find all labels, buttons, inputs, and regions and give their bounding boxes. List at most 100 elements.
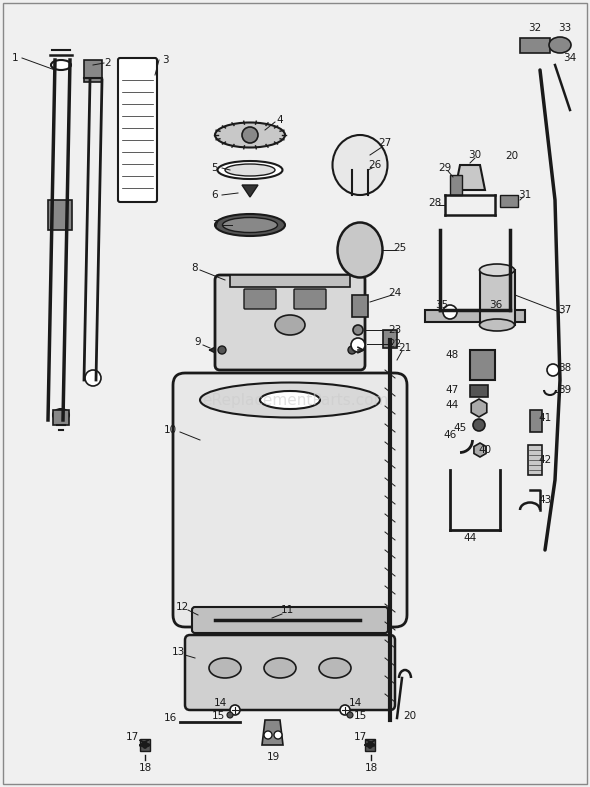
Bar bbox=[352, 295, 368, 317]
Text: 34: 34 bbox=[563, 53, 576, 63]
Text: 18: 18 bbox=[365, 763, 378, 773]
Circle shape bbox=[242, 127, 258, 143]
Text: 12: 12 bbox=[175, 602, 189, 612]
Circle shape bbox=[351, 338, 365, 352]
Bar bbox=[84, 60, 102, 82]
Ellipse shape bbox=[53, 409, 69, 421]
Text: 9: 9 bbox=[195, 337, 201, 347]
Ellipse shape bbox=[333, 135, 388, 195]
Ellipse shape bbox=[222, 217, 277, 232]
Text: 17: 17 bbox=[353, 732, 366, 742]
Text: 40: 40 bbox=[478, 445, 491, 455]
Ellipse shape bbox=[319, 658, 351, 678]
Text: 27: 27 bbox=[378, 138, 392, 148]
Bar bbox=[53, 410, 69, 425]
Text: 39: 39 bbox=[558, 385, 572, 395]
Bar bbox=[425, 310, 525, 322]
Text: 21: 21 bbox=[398, 343, 412, 353]
Ellipse shape bbox=[218, 161, 283, 179]
Text: 8: 8 bbox=[192, 263, 198, 273]
Bar bbox=[470, 350, 495, 380]
Circle shape bbox=[227, 712, 233, 718]
Ellipse shape bbox=[215, 123, 285, 147]
Bar bbox=[520, 38, 550, 53]
Ellipse shape bbox=[275, 315, 305, 335]
Bar bbox=[470, 385, 488, 397]
Circle shape bbox=[547, 364, 559, 376]
Ellipse shape bbox=[209, 658, 241, 678]
Text: 14: 14 bbox=[214, 698, 227, 708]
Text: 10: 10 bbox=[163, 425, 176, 435]
Text: 15: 15 bbox=[353, 711, 366, 721]
Text: 22: 22 bbox=[388, 339, 402, 349]
Text: 31: 31 bbox=[519, 190, 532, 200]
Circle shape bbox=[348, 346, 356, 354]
Circle shape bbox=[85, 370, 101, 386]
Text: 30: 30 bbox=[468, 150, 481, 160]
Text: 4: 4 bbox=[277, 115, 283, 125]
Text: 36: 36 bbox=[489, 300, 503, 310]
Polygon shape bbox=[455, 165, 485, 190]
Text: 3: 3 bbox=[162, 55, 168, 65]
FancyBboxPatch shape bbox=[294, 289, 326, 309]
Bar bbox=[500, 195, 518, 207]
Text: eReplacementParts.com: eReplacementParts.com bbox=[202, 393, 388, 408]
Text: 41: 41 bbox=[538, 413, 552, 423]
FancyBboxPatch shape bbox=[215, 275, 365, 370]
Bar bbox=[530, 410, 542, 432]
Text: 35: 35 bbox=[435, 300, 448, 310]
Text: 37: 37 bbox=[558, 305, 572, 315]
Text: 26: 26 bbox=[368, 160, 382, 170]
Text: 44: 44 bbox=[445, 400, 458, 410]
Ellipse shape bbox=[480, 319, 514, 331]
Ellipse shape bbox=[480, 264, 514, 276]
Ellipse shape bbox=[264, 658, 296, 678]
Text: 46: 46 bbox=[443, 430, 457, 440]
Ellipse shape bbox=[260, 391, 320, 409]
Ellipse shape bbox=[225, 164, 275, 176]
Text: 33: 33 bbox=[558, 23, 572, 33]
Bar bbox=[140, 739, 150, 751]
Ellipse shape bbox=[337, 223, 382, 278]
Bar bbox=[230, 275, 350, 287]
Text: 20: 20 bbox=[404, 711, 417, 721]
Text: 13: 13 bbox=[171, 647, 185, 657]
Bar bbox=[365, 739, 375, 751]
Ellipse shape bbox=[215, 214, 285, 236]
Text: 14: 14 bbox=[348, 698, 362, 708]
Ellipse shape bbox=[549, 37, 571, 53]
Text: 7: 7 bbox=[212, 220, 218, 230]
Polygon shape bbox=[262, 720, 283, 745]
Circle shape bbox=[353, 325, 363, 335]
Text: 29: 29 bbox=[438, 163, 451, 173]
Text: 23: 23 bbox=[388, 325, 402, 335]
Text: 19: 19 bbox=[266, 752, 280, 762]
FancyBboxPatch shape bbox=[118, 58, 157, 202]
Bar bbox=[48, 200, 72, 230]
Circle shape bbox=[340, 705, 350, 715]
Text: 6: 6 bbox=[212, 190, 218, 200]
Text: 2: 2 bbox=[104, 58, 112, 68]
Text: 24: 24 bbox=[388, 288, 402, 298]
Ellipse shape bbox=[200, 382, 380, 417]
Text: 18: 18 bbox=[139, 763, 152, 773]
Circle shape bbox=[264, 731, 272, 739]
Text: 5: 5 bbox=[212, 163, 218, 173]
Circle shape bbox=[218, 346, 226, 354]
Text: 42: 42 bbox=[538, 455, 552, 465]
Circle shape bbox=[473, 419, 485, 431]
Text: 38: 38 bbox=[558, 363, 572, 373]
Text: 15: 15 bbox=[211, 711, 225, 721]
Circle shape bbox=[274, 731, 282, 739]
FancyBboxPatch shape bbox=[244, 289, 276, 309]
Ellipse shape bbox=[51, 60, 71, 70]
Text: 20: 20 bbox=[506, 151, 519, 161]
Text: 1: 1 bbox=[12, 53, 18, 63]
Text: 16: 16 bbox=[163, 713, 176, 723]
Circle shape bbox=[230, 705, 240, 715]
Bar bbox=[450, 175, 462, 195]
FancyBboxPatch shape bbox=[192, 607, 388, 633]
Polygon shape bbox=[242, 185, 258, 197]
FancyBboxPatch shape bbox=[185, 635, 395, 710]
Bar bbox=[480, 270, 515, 325]
